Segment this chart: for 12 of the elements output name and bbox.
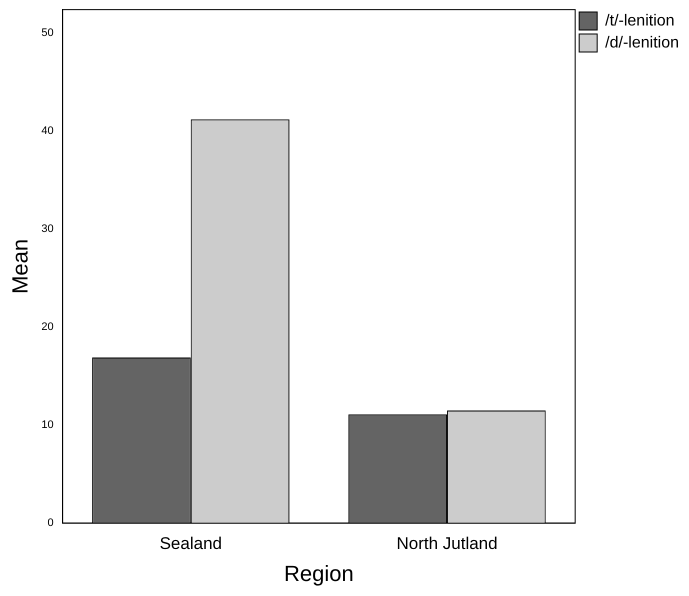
x-axis-title: Region xyxy=(284,560,354,586)
y-tick-label: 30 xyxy=(41,223,54,236)
x-tick-label: Sealand xyxy=(160,534,222,554)
x-tick-label: North Jutland xyxy=(396,534,498,554)
y-axis-title: Mean xyxy=(7,238,32,294)
y-tick-label: 50 xyxy=(41,27,54,40)
y-tick-label: 0 xyxy=(48,517,54,530)
y-tick-label: 10 xyxy=(41,419,54,432)
y-tick-label: 40 xyxy=(41,125,54,138)
legend-label: /d/-lenition xyxy=(605,34,680,52)
legend-label: /t/-lenition xyxy=(605,12,675,30)
y-tick-label: 20 xyxy=(41,321,54,334)
